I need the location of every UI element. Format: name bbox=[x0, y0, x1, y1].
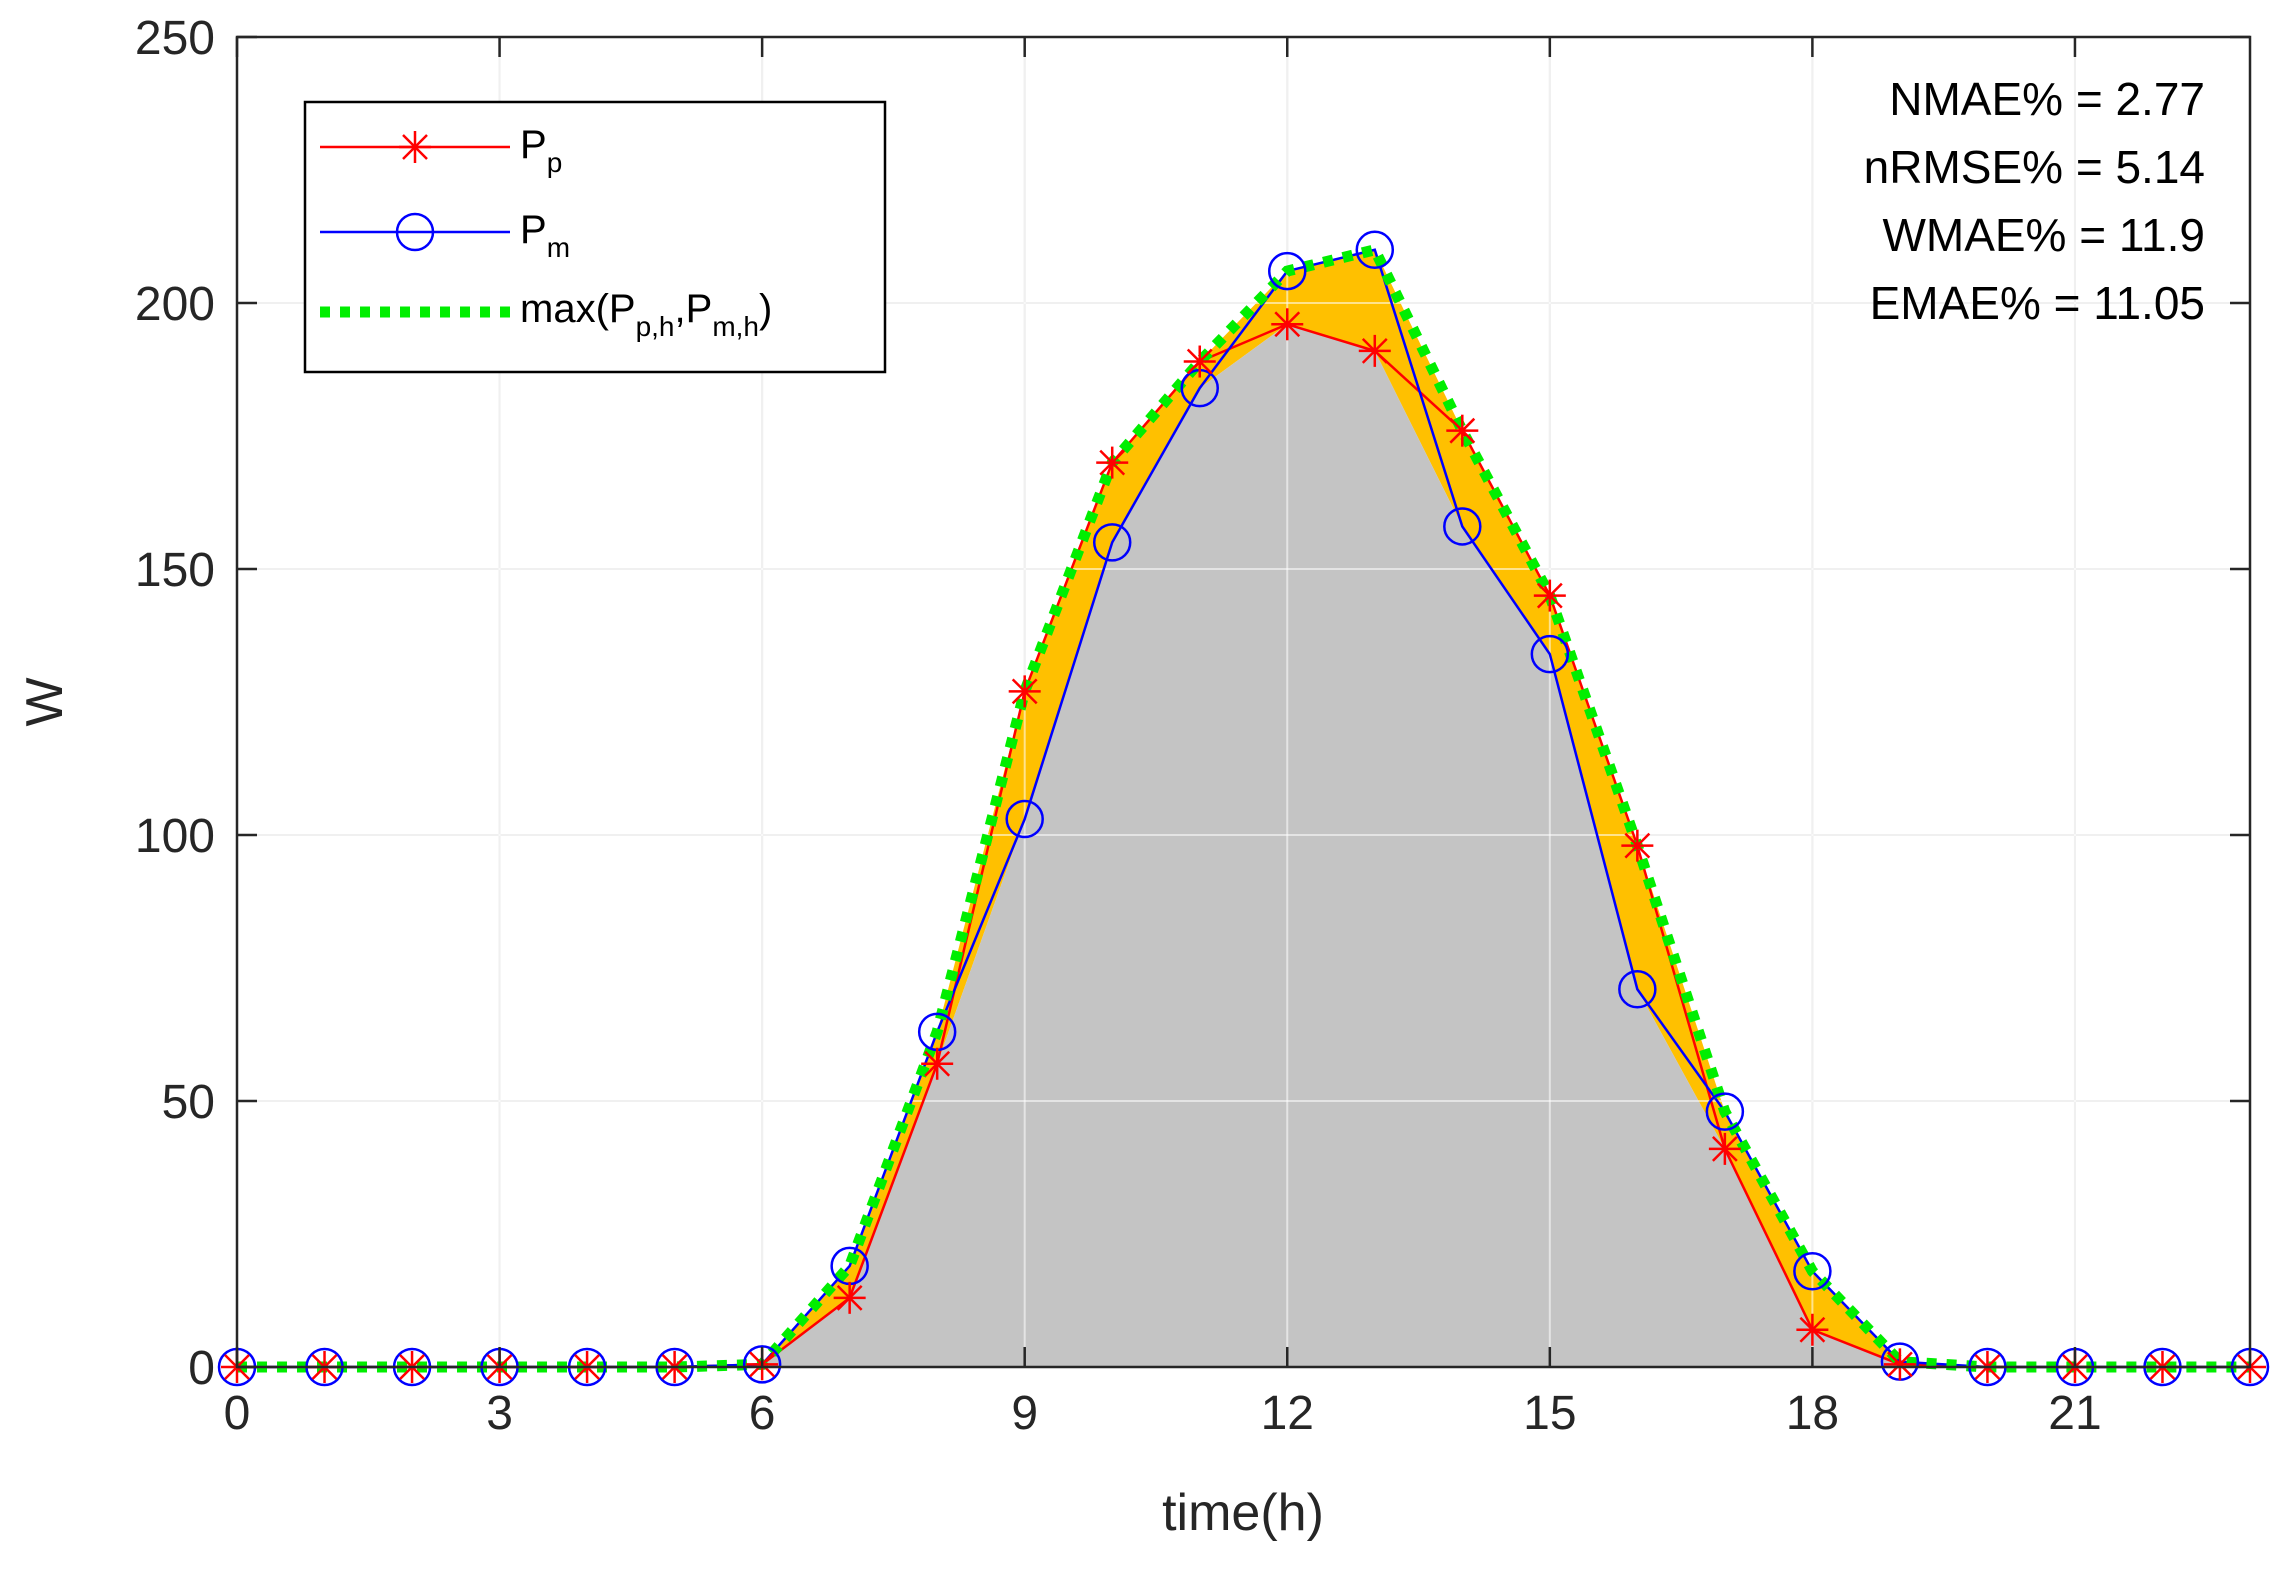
marker-p-p bbox=[833, 1281, 866, 1314]
x-tick-label: 21 bbox=[2048, 1387, 2101, 1440]
marker-p-p-stroke bbox=[1449, 417, 1476, 444]
marker-p-p bbox=[1796, 1313, 1829, 1346]
marker-p-m bbox=[1355, 230, 1395, 270]
marker-p-p bbox=[1358, 334, 1391, 367]
marker-p-m bbox=[1530, 634, 1570, 674]
metric-wmae: WMAE% = 11.9 bbox=[1882, 209, 2205, 261]
marker-p-p bbox=[1883, 1348, 1916, 1381]
marker-p-p bbox=[1621, 829, 1654, 862]
legend-box bbox=[303, 100, 887, 374]
marker-p-p-stroke bbox=[1011, 678, 1038, 705]
y-axis-label: W bbox=[16, 677, 74, 726]
common-area bbox=[237, 324, 2250, 1367]
legend-marker-p-p bbox=[399, 131, 431, 163]
legend: Pp Pm max(Pp,h,Pm,h) bbox=[303, 100, 887, 374]
metric-emae: EMAE% = 11.05 bbox=[1870, 277, 2205, 329]
marker-p-p bbox=[1008, 675, 1041, 708]
x-tick-label: 18 bbox=[1786, 1387, 1839, 1440]
metric-nmae: NMAE% = 2.77 bbox=[1889, 73, 2205, 125]
y-tick-label: 250 bbox=[135, 12, 215, 65]
y-tick-label: 50 bbox=[162, 1076, 215, 1129]
y-tick-label: 150 bbox=[135, 544, 215, 597]
marker-p-p-stroke bbox=[924, 1050, 951, 1077]
legend-label-max: max(Pp,h,Pm,h) bbox=[520, 287, 772, 342]
marker-p-p-stroke bbox=[1887, 1351, 1913, 1378]
axis-ticks: 0 3 6 9 12 15 18 21 0 50 100 150 200 250 bbox=[135, 12, 2250, 1440]
marker-p-p-stroke bbox=[1099, 449, 1126, 476]
marker-p-p-stroke bbox=[1274, 311, 1301, 338]
marker-p-p bbox=[1096, 446, 1129, 479]
marker-p-p-stroke bbox=[836, 1284, 863, 1311]
marker-p-p bbox=[1271, 308, 1304, 341]
marker-p-m bbox=[1005, 799, 1044, 839]
x-tick-label: 9 bbox=[1011, 1387, 1038, 1440]
x-axis-label: time(h) bbox=[1162, 1484, 1324, 1542]
marker-p-p-stroke bbox=[1624, 832, 1651, 859]
marker-p-m bbox=[1618, 970, 1657, 1009]
y-tick-label: 0 bbox=[188, 1342, 215, 1395]
marker-p-m bbox=[1092, 523, 1132, 562]
x-tick-label: 15 bbox=[1523, 1387, 1576, 1440]
marker-p-p-stroke bbox=[1799, 1316, 1826, 1343]
marker-p-m bbox=[742, 1345, 782, 1384]
marker-p-m bbox=[1705, 1092, 1745, 1131]
x-tick-label: 6 bbox=[749, 1387, 776, 1440]
marker-p-p-stroke bbox=[1711, 1135, 1738, 1162]
plot-frame bbox=[235, 35, 2252, 1369]
metrics-annotation: NMAE% = 2.77 nRMSE% = 5.14 WMAE% = 11.9 … bbox=[1864, 73, 2205, 329]
marker-p-m bbox=[1793, 1251, 1832, 1291]
marker-p-p bbox=[1708, 1132, 1741, 1165]
marker-p-p-stroke bbox=[1536, 582, 1563, 609]
marker-p-p bbox=[1446, 414, 1479, 447]
y-tick-label: 200 bbox=[135, 278, 215, 331]
x-tick-label: 12 bbox=[1261, 1387, 1314, 1440]
marker-p-p-stroke bbox=[1186, 348, 1213, 375]
marker-p-p bbox=[1533, 579, 1566, 612]
legend-label-p-m: Pm bbox=[520, 208, 570, 263]
marker-p-p-stroke bbox=[1361, 337, 1388, 364]
marker-p-p bbox=[1183, 345, 1216, 378]
series-line-max bbox=[237, 243, 2250, 1373]
x-tick-label: 0 bbox=[224, 1387, 251, 1440]
metric-nrmse: nRMSE% = 5.14 bbox=[1864, 141, 2205, 193]
marker-p-p bbox=[921, 1047, 954, 1080]
y-tick-label: 100 bbox=[135, 810, 215, 863]
x-tick-label: 3 bbox=[486, 1387, 513, 1440]
legend-label-p-p: Pp bbox=[520, 123, 562, 178]
marker-p-m bbox=[1443, 507, 1482, 546]
legend-marker-p-m bbox=[395, 212, 435, 252]
marker-p-m bbox=[1268, 251, 1307, 291]
